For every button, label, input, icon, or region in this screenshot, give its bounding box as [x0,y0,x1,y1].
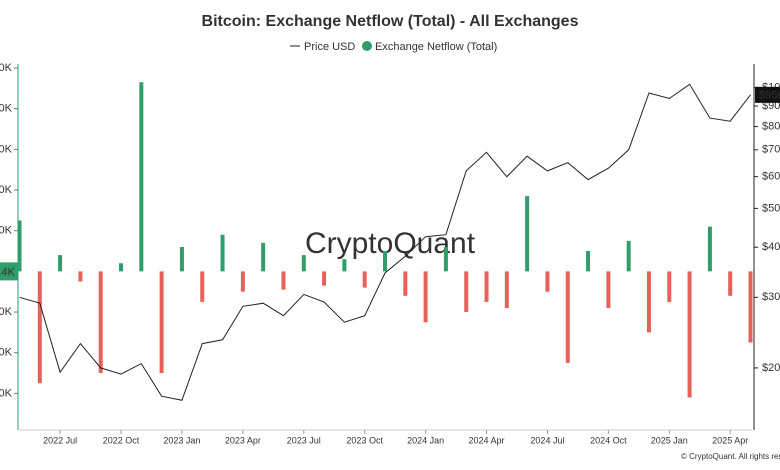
netflow-bar [707,226,712,272]
netflow-bar [403,271,408,296]
netflow-bar [78,271,83,282]
x-tick-label: 2023 Jul [287,435,321,445]
y-tick-label: 20K [0,225,13,237]
y-tick-label: 60K [0,143,13,155]
netflow-bar [443,246,448,272]
netflow-bar [586,251,591,272]
y2-tick-label: $40K [762,241,780,253]
y-tick-label: 80K [0,103,13,115]
price-badge-label: $95K [759,90,780,102]
netflow-bar [687,271,692,398]
y2-tick-label: $60K [762,171,780,183]
y2-tick-label: $70K [762,144,780,156]
y2-tick-label: $80K [762,120,780,132]
x-tick-label: 2023 Jan [163,435,200,445]
netflow-bar [748,271,753,343]
x-tick-label: 2024 Jan [407,435,444,445]
netflow-bar [525,196,530,272]
netflow-bar [565,271,570,363]
netflow-bar [626,240,631,272]
x-tick-label: 2025 Jan [651,435,688,445]
price-line [19,83,751,401]
netflow-bar [240,271,245,292]
x-tick-label: 2022 Oct [103,435,140,445]
footer: © CryptoQuant. All rights reserved [681,452,780,461]
netflow-bar [301,255,306,272]
netflow-bar [17,220,22,272]
netflow-bar [342,259,347,272]
x-tick-label: 2024 Oct [590,435,627,445]
x-tick-label: 2023 Oct [346,435,383,445]
watermark: CryptoQuant [305,227,476,260]
y2-tick-label: $50K [762,202,780,214]
netflow-bar [423,271,428,323]
x-tick-label: 2025 Apr [712,435,748,445]
netflow-bar [504,271,509,308]
netflow-bar [383,251,387,272]
netflow-bar [58,255,63,272]
y-tick-label: -40K [0,347,13,359]
netflow-bar [179,246,184,272]
netflow-bar [545,271,550,292]
y2-tick-label: $20K [762,362,780,374]
netflow-badge-label: -1.4K [0,266,16,278]
x-tick-label: 2023 Apr [225,435,261,445]
netflow-bar [200,271,205,302]
netflow-bar [322,271,327,286]
netflow-bar [119,263,124,272]
netflow-bar [362,271,367,288]
netflow-bar [646,271,651,333]
y2-tick-label: $30K [762,291,780,303]
netflow-bar [464,271,469,313]
x-tick-label: 2022 Jul [43,435,77,445]
price-badge [755,86,780,103]
netflow-bar [139,82,144,272]
netflow-bar [37,271,42,384]
netflow-bar [667,271,672,302]
y2-tick-label: $90K [762,100,780,112]
netflow-bar [159,271,164,374]
netflow-bar [220,234,225,272]
netflow-bar [484,271,489,302]
x-tick-label: 2024 Jul [530,435,564,445]
netflow-bar [98,271,103,374]
y-tick-label: -60K [0,387,13,399]
chart-title: Bitcoin: Exchange Netflow (Total) - All … [202,13,579,30]
x-tick-label: 2024 Apr [469,435,505,445]
y-tick-label: 40K [0,184,13,196]
y-tick-label: 100K [0,62,13,74]
y-tick-label: -20K [0,306,13,318]
netflow-bar [606,271,611,308]
legend-label: Exchange Netflow (Total) [375,41,497,53]
netflow-badge [0,262,18,281]
netflow-bar [261,242,266,272]
netflow-bar [281,271,286,290]
legend-label: Price USD [304,41,355,53]
legend-dot-icon [362,41,372,51]
netflow-bar [728,271,733,296]
